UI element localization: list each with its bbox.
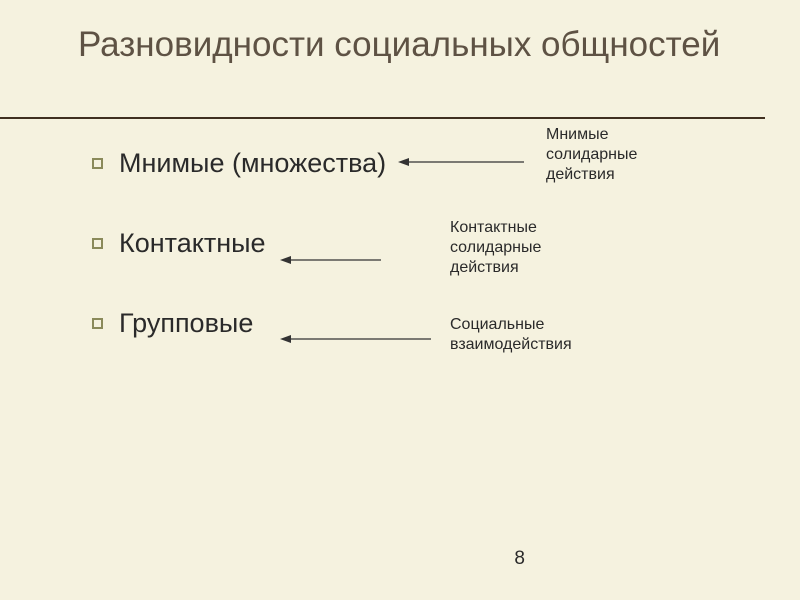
bullet-text-3: Групповые	[119, 308, 253, 339]
bullet-text-1: Мнимые (множества)	[119, 148, 386, 179]
title-underline	[0, 117, 765, 119]
bullet-item-3: Групповые	[92, 308, 253, 339]
bullet-marker-icon	[92, 158, 103, 169]
annotation-3-line1: Социальные	[450, 315, 572, 335]
annotation-3: Социальные взаимодействия	[450, 315, 572, 355]
arrow-2	[280, 254, 385, 266]
annotation-3-line2: взаимодействия	[450, 335, 572, 355]
page-number: 8	[514, 548, 525, 570]
annotation-1: Мнимые солидарные действия	[546, 125, 637, 185]
annotation-2: Контактные солидарные действия	[450, 218, 541, 278]
bullet-marker-icon	[92, 238, 103, 249]
bullet-item-2: Контактные	[92, 228, 266, 259]
bullet-text-2: Контактные	[119, 228, 266, 259]
slide-title: Разновидности социальных общностей	[78, 24, 720, 66]
bullet-item-1: Мнимые (множества)	[92, 148, 386, 179]
annotation-1-line3: действия	[546, 165, 637, 185]
annotation-1-line2: солидарные	[546, 145, 637, 165]
arrow-3	[280, 333, 435, 345]
annotation-2-line2: солидарные	[450, 238, 541, 258]
annotation-1-line1: Мнимые	[546, 125, 637, 145]
bullet-marker-icon	[92, 318, 103, 329]
arrow-1	[398, 156, 528, 168]
annotation-2-line3: действия	[450, 258, 541, 278]
annotation-2-line1: Контактные	[450, 218, 541, 238]
